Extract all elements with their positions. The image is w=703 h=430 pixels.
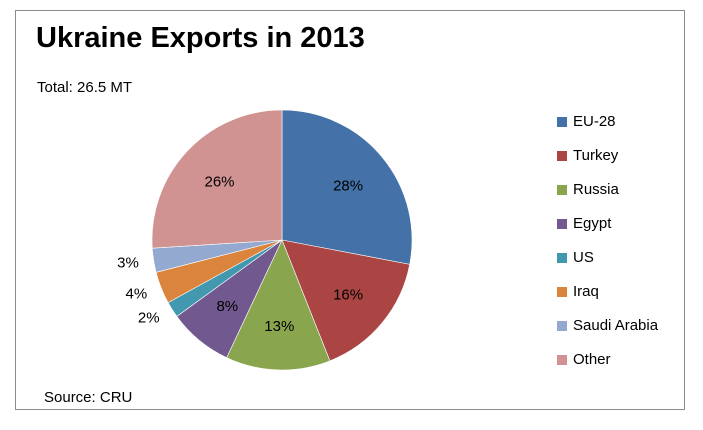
legend-label: Iraq <box>573 283 599 300</box>
pie-slice-other <box>151 109 283 249</box>
data-label-other: 26% <box>204 173 234 190</box>
legend-swatch <box>557 321 567 331</box>
pie-slice-russia <box>226 239 331 371</box>
data-label-russia: 13% <box>264 318 294 335</box>
data-label-iraq: 4% <box>126 285 148 302</box>
legend-swatch <box>557 117 567 127</box>
legend-label: EU-28 <box>573 113 616 130</box>
legend-swatch <box>557 151 567 161</box>
legend-swatch <box>557 253 567 263</box>
legend-swatch <box>557 219 567 229</box>
legend-label: Turkey <box>573 147 619 164</box>
source-label: Source: CRU <box>44 389 133 406</box>
legend-label: Russia <box>573 181 619 198</box>
legend-swatch <box>557 185 567 195</box>
legend-swatch <box>557 287 567 297</box>
legend-label: Saudi Arabia <box>573 317 659 334</box>
data-label-saudi-arabia: 3% <box>117 255 139 272</box>
legend-label: Egypt <box>573 215 612 232</box>
chart-title: Ukraine Exports in 2013 <box>36 22 365 54</box>
pie-slice-eu-28 <box>281 109 413 265</box>
data-label-egypt: 8% <box>216 298 238 315</box>
legend-label: US <box>573 249 594 266</box>
total-label: Total: 26.5 MT <box>37 79 133 96</box>
data-label-turkey: 16% <box>333 287 363 304</box>
data-label-us: 2% <box>138 310 160 327</box>
pie-slice-turkey <box>281 239 411 362</box>
legend-label: Other <box>573 351 611 368</box>
data-label-eu-28: 28% <box>333 177 363 194</box>
legend-swatch <box>557 355 567 365</box>
